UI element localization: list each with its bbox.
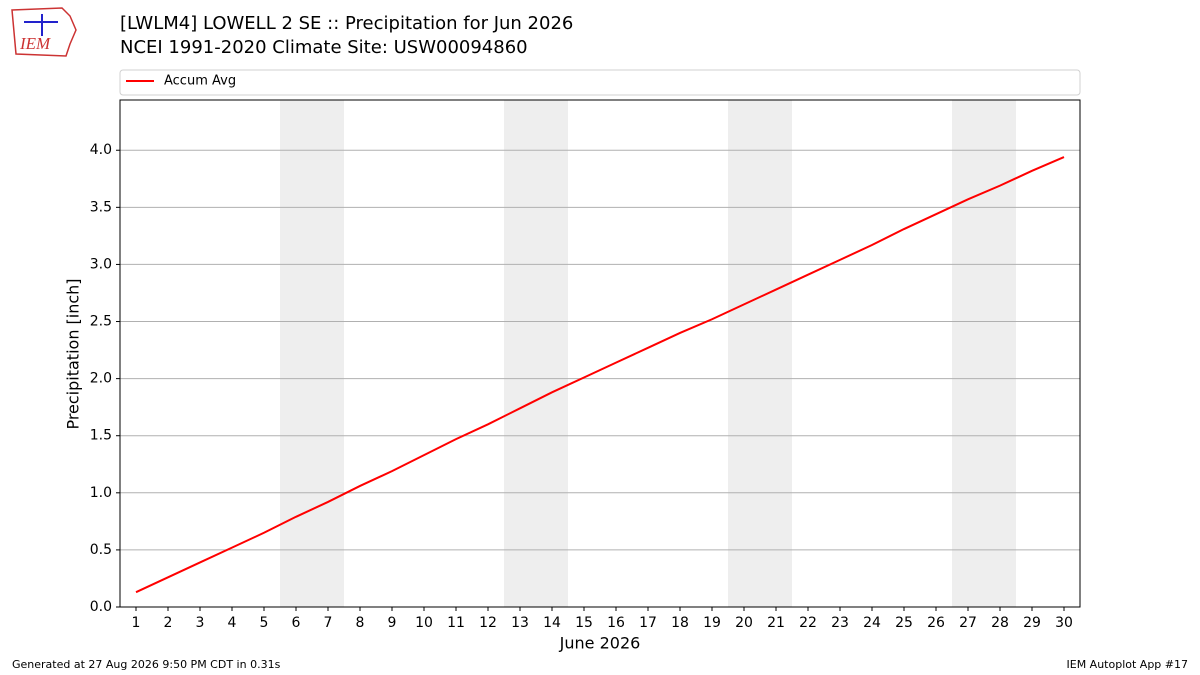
footer-left: Generated at 27 Aug 2026 9:50 PM CDT in … <box>12 658 281 671</box>
logo: IEM <box>11 7 77 57</box>
legend-box <box>119 69 1081 96</box>
logo-text: IEM <box>19 34 51 53</box>
x-tick-label: 1 <box>132 615 141 631</box>
legend-label: Accum Avg <box>164 74 236 89</box>
x-tick-label: 12 <box>479 615 497 631</box>
x-tick-label: 19 <box>703 615 721 631</box>
y-axis-label: Precipitation [inch] <box>64 278 83 429</box>
logo-outline <box>11 7 77 57</box>
chart-subtitle: NCEI 1991-2020 Climate Site: USW00094860 <box>120 37 528 58</box>
chart-title: [LWLM4] LOWELL 2 SE :: Precipitation for… <box>120 13 573 34</box>
weekend-shade <box>728 100 792 607</box>
x-tick-label: 29 <box>1023 615 1041 631</box>
y-tick-label: 2.0 <box>90 371 112 387</box>
y-tick-label: 2.5 <box>90 314 112 330</box>
y-tick-label: 1.0 <box>90 485 112 501</box>
x-tick-label: 8 <box>356 615 365 631</box>
x-axis-label: June 2026 <box>559 634 641 653</box>
y-tick-label: 3.0 <box>90 256 112 272</box>
x-tick-label: 17 <box>639 615 657 631</box>
x-tick-label: 7 <box>324 615 333 631</box>
x-tick-label: 20 <box>735 615 753 631</box>
x-tick-label: 2 <box>164 615 173 631</box>
y-tick-label: 4.0 <box>90 142 112 158</box>
footer-right: IEM Autoplot App #17 <box>1067 658 1189 671</box>
x-tick-label: 18 <box>671 615 689 631</box>
plot-frame <box>119 99 1081 608</box>
x-tick-label: 13 <box>511 615 529 631</box>
y-tick-label: 1.5 <box>90 428 112 444</box>
x-tick-label: 24 <box>863 615 881 631</box>
x-tick-label: 15 <box>575 615 593 631</box>
x-tick-label: 6 <box>292 615 301 631</box>
x-tick-label: 10 <box>415 615 433 631</box>
x-tick-label: 26 <box>927 615 945 631</box>
x-tick-label: 21 <box>767 615 785 631</box>
x-tick-label: 5 <box>260 615 269 631</box>
x-tick-label: 4 <box>228 615 237 631</box>
weekend-shade <box>952 100 1016 607</box>
x-tick-label: 28 <box>991 615 1009 631</box>
x-tick-label: 16 <box>607 615 625 631</box>
x-tick-label: 14 <box>543 615 561 631</box>
x-tick-label: 25 <box>895 615 913 631</box>
x-tick-label: 27 <box>959 615 977 631</box>
x-tick-label: 30 <box>1055 615 1073 631</box>
y-tick-label: 0.5 <box>90 542 112 558</box>
y-tick-label: 0.0 <box>90 599 112 615</box>
weekend-shade <box>280 100 344 607</box>
x-tick-label: 22 <box>799 615 817 631</box>
x-tick-label: 11 <box>447 615 465 631</box>
y-tick-label: 3.5 <box>90 199 112 215</box>
series-line <box>135 156 1065 594</box>
x-tick-label: 23 <box>831 615 849 631</box>
weekend-shade <box>504 100 568 607</box>
x-tick-label: 9 <box>388 615 397 631</box>
x-tick-label: 3 <box>196 615 205 631</box>
